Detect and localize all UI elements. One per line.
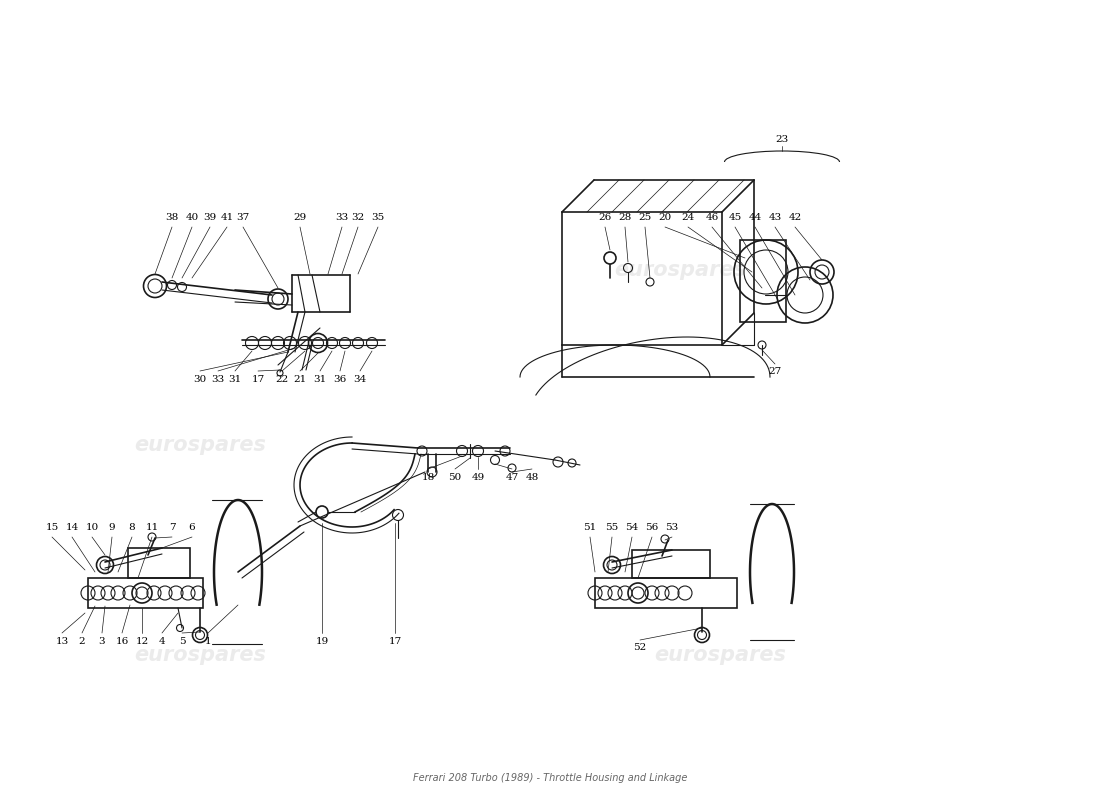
Circle shape — [604, 252, 616, 264]
Text: 17: 17 — [388, 638, 401, 646]
Text: 49: 49 — [472, 474, 485, 482]
Text: 33: 33 — [211, 375, 224, 385]
Text: 14: 14 — [65, 523, 78, 533]
Text: 24: 24 — [681, 214, 694, 222]
Text: 28: 28 — [618, 214, 631, 222]
Text: 22: 22 — [275, 375, 288, 385]
Text: 30: 30 — [194, 375, 207, 385]
Text: 12: 12 — [135, 638, 149, 646]
Text: 41: 41 — [220, 214, 233, 222]
Text: eurospares: eurospares — [134, 435, 266, 455]
Text: 31: 31 — [229, 375, 242, 385]
Text: 52: 52 — [634, 643, 647, 653]
Text: 4: 4 — [158, 638, 165, 646]
Text: 40: 40 — [186, 214, 199, 222]
Text: 26: 26 — [598, 214, 612, 222]
Text: 1: 1 — [205, 638, 211, 646]
Bar — [595, 578, 737, 608]
Text: 48: 48 — [526, 474, 539, 482]
Text: 27: 27 — [769, 367, 782, 377]
Text: 16: 16 — [116, 638, 129, 646]
Text: 2: 2 — [79, 638, 86, 646]
Text: 31: 31 — [314, 375, 327, 385]
Text: 20: 20 — [659, 214, 672, 222]
Text: 29: 29 — [294, 214, 307, 222]
Text: 43: 43 — [769, 214, 782, 222]
Text: 54: 54 — [626, 523, 639, 533]
Text: 42: 42 — [789, 214, 802, 222]
Text: 34: 34 — [353, 375, 366, 385]
Text: eurospares: eurospares — [654, 645, 785, 665]
Bar — [88, 578, 204, 608]
Text: 3: 3 — [99, 638, 106, 646]
Bar — [128, 548, 190, 578]
Text: Ferrari 208 Turbo (1989) - Throttle Housing and Linkage: Ferrari 208 Turbo (1989) - Throttle Hous… — [412, 773, 688, 783]
Text: 46: 46 — [705, 214, 718, 222]
Text: 9: 9 — [109, 523, 116, 533]
Text: 45: 45 — [728, 214, 741, 222]
Text: 50: 50 — [449, 474, 462, 482]
Bar — [632, 550, 710, 578]
Text: 56: 56 — [646, 523, 659, 533]
Text: 25: 25 — [638, 214, 651, 222]
Text: 7: 7 — [168, 523, 175, 533]
Text: 53: 53 — [666, 523, 679, 533]
Text: 23: 23 — [776, 135, 789, 145]
Text: 47: 47 — [505, 474, 518, 482]
Text: 5: 5 — [178, 638, 185, 646]
Text: 10: 10 — [86, 523, 99, 533]
Text: 6: 6 — [189, 523, 196, 533]
Text: 39: 39 — [204, 214, 217, 222]
Text: 19: 19 — [316, 638, 329, 646]
Text: 36: 36 — [333, 375, 346, 385]
Text: 13: 13 — [55, 638, 68, 646]
Text: 35: 35 — [372, 214, 385, 222]
Text: 33: 33 — [336, 214, 349, 222]
Bar — [740, 240, 786, 322]
Text: 44: 44 — [748, 214, 761, 222]
Text: 15: 15 — [45, 523, 58, 533]
Text: 11: 11 — [145, 523, 158, 533]
Text: eurospares: eurospares — [134, 645, 266, 665]
Text: 37: 37 — [236, 214, 250, 222]
Text: 38: 38 — [165, 214, 178, 222]
Text: 55: 55 — [605, 523, 618, 533]
Text: 21: 21 — [294, 375, 307, 385]
Text: eurospares: eurospares — [614, 260, 746, 280]
Text: 8: 8 — [129, 523, 135, 533]
Text: 32: 32 — [351, 214, 364, 222]
Text: 17: 17 — [252, 375, 265, 385]
Text: 51: 51 — [583, 523, 596, 533]
Text: 18: 18 — [421, 474, 434, 482]
